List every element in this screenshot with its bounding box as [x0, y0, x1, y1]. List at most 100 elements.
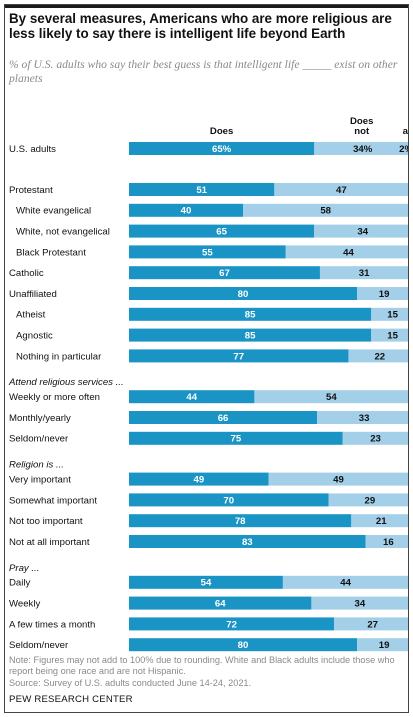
bar-value-label: 47 [336, 185, 347, 196]
section-label: Pray ... [9, 563, 39, 574]
bar-segment-does-not [285, 245, 408, 259]
bar-value-label: 54 [326, 392, 337, 403]
bar-segment-no-answer [408, 597, 409, 610]
series-header-does-not-line2: not [354, 126, 370, 137]
bar-value-label: 65% [212, 144, 232, 155]
section-label: Religion is ... [9, 460, 64, 471]
bar-value-label: 85 [245, 331, 256, 342]
bar-value-label: 65 [216, 227, 227, 238]
bar-segment-does [129, 307, 372, 321]
bar-segment-does-not [371, 328, 408, 342]
row-label: Black Protestant [16, 247, 86, 258]
stacked-bar-chart: DoesDoesnotNoanswerU.S. adults65%34%2%Pr… [8, 116, 409, 652]
bar-segment-no-answer [408, 183, 409, 196]
bar-value-label: 23 [370, 434, 381, 445]
chart-frame: By several measures, Americans who are m… [4, 4, 409, 713]
bar-value-label: 49 [333, 475, 344, 486]
bar-value-label: 1 [408, 495, 409, 506]
row-label: Monthly/yearly [9, 413, 71, 424]
bar-value-label: 66 [218, 413, 229, 424]
bar-segment-does [129, 183, 275, 196]
bar-value-label: 51 [196, 185, 207, 196]
bar-segment-does [129, 575, 283, 589]
bar-segment-no-answer [408, 432, 409, 445]
bar-value-label: 1 [408, 640, 409, 651]
row-label: Seldom/never [9, 640, 69, 651]
row-label: Not at all important [9, 537, 90, 548]
bar-segment-does-not [268, 472, 408, 486]
bar-segment-does [129, 617, 335, 631]
row-label: White evangelical [16, 206, 91, 217]
bar-segment-does-not [317, 411, 408, 424]
chart-subtitle: % of U.S. adults who say their best gues… [9, 58, 398, 85]
top-rule [5, 5, 408, 8]
bar-value-label: 29 [364, 495, 375, 506]
bar-value-label: 1 [408, 289, 409, 300]
bar-value-label: 64 [215, 599, 226, 610]
bar-segment-does [129, 349, 349, 363]
row-label: U.S. adults [9, 144, 56, 155]
chart-title: By several measures, Americans who are m… [9, 11, 392, 41]
bar-segment-does-not [365, 535, 408, 548]
bar-segment-does [129, 287, 357, 300]
bar-segment-does [129, 514, 352, 528]
bar-value-label: 54 [201, 578, 212, 589]
bar-segment-does [129, 142, 315, 155]
bar-segment-does [129, 411, 318, 424]
bar-value-label: 40 [181, 206, 192, 217]
bar-value-label: 44 [340, 578, 351, 589]
bar-value-label: 80 [238, 289, 249, 300]
source-text: Source: Survey of U.S. adults conducted … [9, 677, 252, 688]
bar-value-label: 1 [408, 434, 409, 445]
series-header-no-answer-line2: answer [403, 126, 409, 137]
bar-segment-does-not [357, 287, 408, 300]
row-label: Weekly or more often [9, 392, 100, 403]
chart-note: Note: Figures may not add to 100% due to… [9, 655, 408, 689]
bar-value-label: 27 [367, 619, 378, 630]
bar-value-label: 1 [408, 268, 409, 279]
bar-value-label: 2 [408, 475, 409, 486]
bar-segment-does [129, 596, 312, 610]
bar-value-label: 34% [353, 144, 373, 155]
bar-segment-does-not [371, 307, 408, 321]
bar-value-label: 1 [408, 516, 409, 527]
bar-value-label: 1 [408, 537, 409, 548]
bar-segment-does [129, 203, 243, 217]
row-label: Protestant [9, 185, 53, 196]
note-text: Note: Figures may not add to 100% due to… [9, 655, 395, 677]
bar-value-label: 75 [231, 434, 242, 445]
row-label: Weekly [9, 599, 40, 610]
bar-segment-does [129, 224, 315, 238]
series-header-does: Does [210, 126, 233, 137]
bar-value-label: 83 [242, 537, 253, 548]
bar-segment-does [129, 245, 286, 259]
bar-value-label: 55 [202, 247, 213, 258]
bar-value-label: 80 [238, 640, 249, 651]
row-label: White, not evangelical [16, 227, 110, 238]
bar-segment-does [129, 390, 255, 404]
bar-value-label: 58 [320, 206, 331, 217]
bar-value-label: 1 [408, 351, 409, 362]
row-label: Somewhat important [9, 495, 97, 506]
row-label: Seldom/never [9, 434, 69, 445]
bar-value-label: 16 [383, 537, 394, 548]
bar-segment-does [129, 638, 357, 652]
bar-segment-does [129, 266, 320, 280]
row-label: Daily [9, 578, 31, 589]
bar-value-label: 2% [399, 144, 409, 155]
bar-segment-does-not [282, 575, 408, 589]
bar-value-label: 77 [233, 351, 244, 362]
bar-value-label: 1 [408, 413, 409, 424]
bar-segment-does-not [348, 349, 408, 363]
bar-value-label: 1 [408, 227, 409, 238]
bar-segment-does-not [328, 493, 408, 507]
bar-segment-does-not [254, 390, 408, 404]
bar-value-label: 70 [223, 495, 234, 506]
section-label: Attend religious services ... [8, 377, 124, 388]
bar-segment-does [129, 431, 343, 445]
bar-value-label: 85 [245, 310, 256, 321]
bar-value-label: 44 [186, 392, 197, 403]
bar-value-label: 33 [359, 413, 370, 424]
bar-value-label: 22 [374, 351, 385, 362]
bar-value-label: 78 [235, 516, 246, 527]
